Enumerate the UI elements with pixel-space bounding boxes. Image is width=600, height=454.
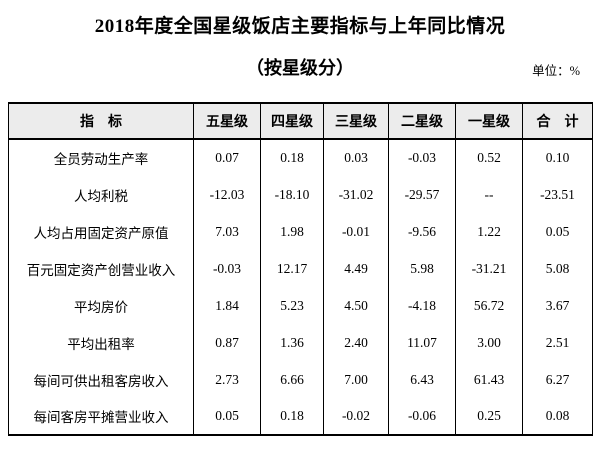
column-header-three-star: 三星级 [323,103,389,139]
table-cell: -0.06 [388,398,456,435]
table-row: 每间可供出租客房收入 2.73 6.66 7.00 6.43 61.43 6.2… [9,361,593,398]
table-row: 百元固定资产创营业收入 -0.03 12.17 4.49 5.98 -31.21… [9,250,593,287]
table-row: 全员劳动生产率 0.07 0.18 0.03 -0.03 0.52 0.10 [9,139,593,176]
row-label: 每间可供出租客房收入 [33,373,169,389]
table-cell: 12.17 [260,250,324,287]
page-subtitle: （按星级分） [246,58,354,78]
table-cell: 4.49 [323,250,389,287]
table-cell: -12.03 [193,176,261,213]
row-label: 全员劳动生产率 [53,152,149,167]
table-row: 平均房价 1.84 5.23 4.50 -4.18 56.72 3.67 [9,287,593,324]
table-cell: 61.43 [455,361,523,398]
table-row: 平均出租率 0.87 1.36 2.40 11.07 3.00 2.51 [9,324,593,361]
table-cell: -- [455,176,523,213]
table-cell: -18.10 [260,176,324,213]
table-row: 每间客房平摊营业收入 0.05 0.18 -0.02 -0.06 0.25 0.… [9,398,593,435]
table-cell: -4.18 [388,287,456,324]
row-label: 人均占用固定资产原值 [33,225,169,241]
indicators-table: 指 标 五星级 四星级 三星级 二星级 一星级 合 计 全员劳动生产率 0.07… [8,102,593,436]
table-cell: 4.50 [323,287,389,324]
row-label: 每间客房平摊营业收入 [33,410,169,425]
table-cell: 1.98 [260,213,324,250]
column-header-one-star: 一星级 [455,103,523,139]
table-cell: -23.51 [522,176,593,213]
row-label: 平均房价 [74,299,128,315]
row-label: 平均出租率 [67,336,135,352]
table-cell: -29.57 [388,176,456,213]
table-cell: 0.25 [455,398,523,435]
table-cell: 0.18 [260,139,324,176]
column-header-indicator: 指 标 [80,115,122,130]
table-cell: 0.10 [522,139,593,176]
column-header-five-star: 五星级 [193,103,261,139]
table-cell: 7.03 [193,213,261,250]
table-cell: 0.08 [522,398,593,435]
table-cell: 0.07 [193,139,261,176]
table-cell: 5.08 [522,250,593,287]
table-cell: -0.02 [323,398,389,435]
table-cell: 2.73 [193,361,261,398]
row-label: 百元固定资产创营业收入 [26,262,176,278]
column-header-two-star: 二星级 [388,103,456,139]
table-cell: 2.40 [323,324,389,361]
subtitle-row: （按星级分） 单位：% [0,55,600,81]
table-cell: -31.02 [323,176,389,213]
table-cell: 6.43 [388,361,456,398]
table-cell: 6.27 [522,361,593,398]
unit-label: 单位：% [532,64,580,78]
table-cell: 5.23 [260,287,324,324]
table-cell: 0.05 [522,213,593,250]
table-cell: 0.18 [260,398,324,435]
table-cell: 0.05 [193,398,261,435]
page-title: 2018年度全国星级饭店主要指标与上年同比情况 [94,16,506,37]
row-label: 人均利税 [74,188,128,204]
column-header-total: 合 计 [522,103,593,139]
table-cell: 3.00 [455,324,523,361]
table-cell: 56.72 [455,287,523,324]
table-cell: 3.67 [522,287,593,324]
header-row: 指 标 五星级 四星级 三星级 二星级 一星级 合 计 [8,103,593,139]
table-cell: 11.07 [388,324,456,361]
table-cell: 1.84 [193,287,261,324]
table-row: 人均占用固定资产原值 7.03 1.98 -0.01 -9.56 1.22 0.… [9,213,593,250]
table-cell: 1.22 [455,213,523,250]
table-cell: 2.51 [522,324,593,361]
report-page: 2018年度全国星级饭店主要指标与上年同比情况 （按星级分） 单位：% 指 标 … [0,14,600,454]
table-cell: 0.87 [193,324,261,361]
table-cell: 1.36 [260,324,324,361]
table-cell: -31.21 [455,250,523,287]
table-cell: -0.01 [323,213,389,250]
table-cell: -0.03 [388,139,456,176]
table-cell: 6.66 [260,361,324,398]
table-cell: 0.52 [455,139,523,176]
table-cell: -9.56 [388,213,456,250]
table-cell: -0.03 [193,250,261,287]
table-cell: 7.00 [323,361,389,398]
table-row: 人均利税 -12.03 -18.10 -31.02 -29.57 -- -23.… [9,176,593,213]
table-cell: 5.98 [388,250,456,287]
column-header-four-star: 四星级 [260,103,324,139]
table-cell: 0.03 [323,139,389,176]
